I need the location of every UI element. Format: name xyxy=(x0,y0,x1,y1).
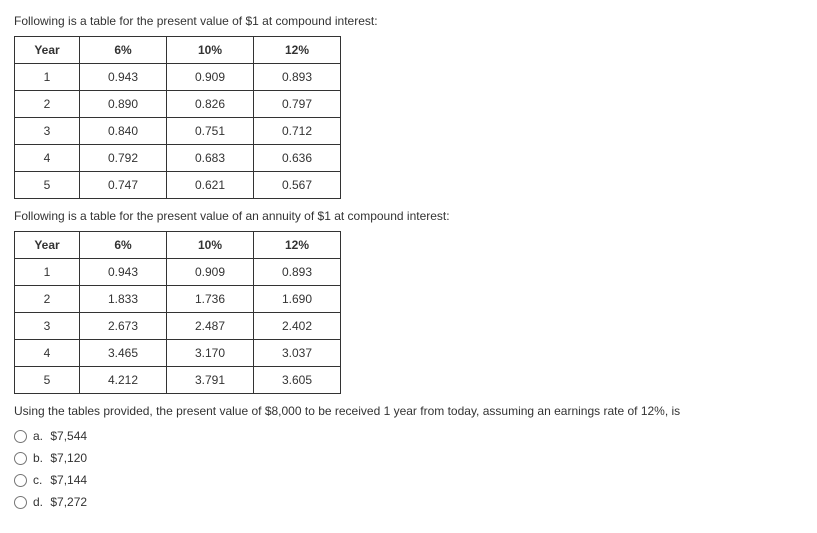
cell-year: 4 xyxy=(15,145,80,172)
cell-value: 0.893 xyxy=(254,259,341,286)
col-header-10pct: 10% xyxy=(167,37,254,64)
cell-value: 0.683 xyxy=(167,145,254,172)
cell-year: 2 xyxy=(15,286,80,313)
option-a-radio[interactable] xyxy=(14,430,27,443)
answer-options: a. $7,544 b. $7,120 c. $7,144 d. $7,272 xyxy=(14,426,807,512)
table-header-row: Year 6% 10% 12% xyxy=(15,232,341,259)
table-row: 32.6732.4872.402 xyxy=(15,313,341,340)
table-row: 20.8900.8260.797 xyxy=(15,91,341,118)
option-c-radio[interactable] xyxy=(14,474,27,487)
col-header-12pct: 12% xyxy=(254,232,341,259)
option-b-label: b. $7,120 xyxy=(33,448,87,468)
cell-year: 2 xyxy=(15,91,80,118)
cell-year: 1 xyxy=(15,64,80,91)
table-row: 10.9430.9090.893 xyxy=(15,259,341,286)
cell-value: 2.673 xyxy=(80,313,167,340)
cell-value: 0.943 xyxy=(80,64,167,91)
cell-value: 0.751 xyxy=(167,118,254,145)
pv-annuity-table: Year 6% 10% 12% 10.9430.9090.893 21.8331… xyxy=(14,231,341,394)
question-text: Using the tables provided, the present v… xyxy=(14,404,807,418)
cell-value: 0.621 xyxy=(167,172,254,199)
cell-value: 2.487 xyxy=(167,313,254,340)
cell-value: 0.712 xyxy=(254,118,341,145)
cell-value: 0.826 xyxy=(167,91,254,118)
table-row: 43.4653.1703.037 xyxy=(15,340,341,367)
cell-value: 3.170 xyxy=(167,340,254,367)
col-header-6pct: 6% xyxy=(80,232,167,259)
cell-value: 3.791 xyxy=(167,367,254,394)
intro-text-2: Following is a table for the present val… xyxy=(14,209,807,223)
table-row: 50.7470.6210.567 xyxy=(15,172,341,199)
table-row: 40.7920.6830.636 xyxy=(15,145,341,172)
cell-value: 0.909 xyxy=(167,64,254,91)
col-header-12pct: 12% xyxy=(254,37,341,64)
cell-value: 0.893 xyxy=(254,64,341,91)
cell-value: 0.840 xyxy=(80,118,167,145)
option-d-radio[interactable] xyxy=(14,496,27,509)
option-c-label: c. $7,144 xyxy=(33,470,87,490)
cell-value: 1.833 xyxy=(80,286,167,313)
col-header-year: Year xyxy=(15,37,80,64)
cell-value: 0.890 xyxy=(80,91,167,118)
option-d[interactable]: d. $7,272 xyxy=(14,492,807,512)
cell-value: 1.736 xyxy=(167,286,254,313)
table-header-row: Year 6% 10% 12% xyxy=(15,37,341,64)
col-header-6pct: 6% xyxy=(80,37,167,64)
cell-value: 0.567 xyxy=(254,172,341,199)
option-b[interactable]: b. $7,120 xyxy=(14,448,807,468)
cell-value: 3.465 xyxy=(80,340,167,367)
table-row: 21.8331.7361.690 xyxy=(15,286,341,313)
col-header-10pct: 10% xyxy=(167,232,254,259)
cell-value: 3.605 xyxy=(254,367,341,394)
intro-text-1: Following is a table for the present val… xyxy=(14,14,807,28)
cell-year: 5 xyxy=(15,367,80,394)
cell-value: 1.690 xyxy=(254,286,341,313)
option-b-radio[interactable] xyxy=(14,452,27,465)
cell-year: 3 xyxy=(15,313,80,340)
option-a[interactable]: a. $7,544 xyxy=(14,426,807,446)
option-a-label: a. $7,544 xyxy=(33,426,87,446)
cell-value: 4.212 xyxy=(80,367,167,394)
cell-value: 0.792 xyxy=(80,145,167,172)
col-header-year: Year xyxy=(15,232,80,259)
table-row: 30.8400.7510.712 xyxy=(15,118,341,145)
table-row: 54.2123.7913.605 xyxy=(15,367,341,394)
cell-value: 0.747 xyxy=(80,172,167,199)
table-row: 10.9430.9090.893 xyxy=(15,64,341,91)
cell-value: 0.797 xyxy=(254,91,341,118)
pv-single-table: Year 6% 10% 12% 10.9430.9090.893 20.8900… xyxy=(14,36,341,199)
cell-year: 1 xyxy=(15,259,80,286)
cell-value: 0.636 xyxy=(254,145,341,172)
option-c[interactable]: c. $7,144 xyxy=(14,470,807,490)
cell-value: 0.943 xyxy=(80,259,167,286)
cell-year: 4 xyxy=(15,340,80,367)
option-d-label: d. $7,272 xyxy=(33,492,87,512)
cell-value: 2.402 xyxy=(254,313,341,340)
cell-year: 3 xyxy=(15,118,80,145)
cell-value: 0.909 xyxy=(167,259,254,286)
cell-value: 3.037 xyxy=(254,340,341,367)
cell-year: 5 xyxy=(15,172,80,199)
